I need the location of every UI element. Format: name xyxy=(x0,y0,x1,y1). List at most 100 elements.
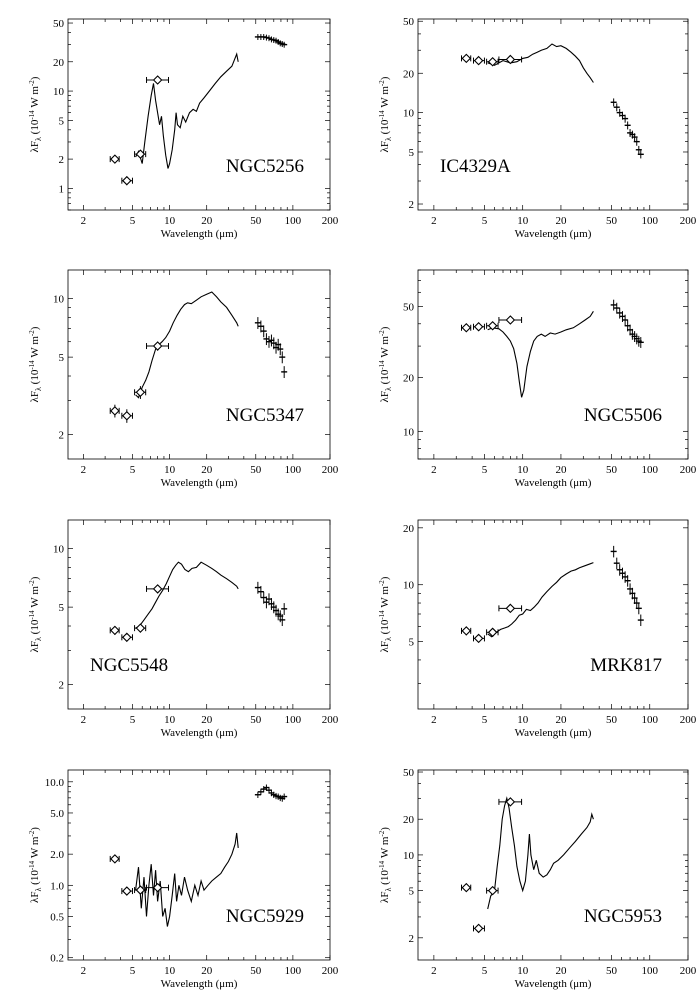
photometry-point xyxy=(122,175,132,186)
y-tick-label: 50 xyxy=(403,301,415,313)
y-tick-label: 10.0 xyxy=(45,777,65,789)
y-tick-label: 20 xyxy=(53,57,65,69)
x-tick-label: 200 xyxy=(680,714,697,726)
plot-frame xyxy=(417,769,689,961)
x-axis-title: Wavelength (μm) xyxy=(515,228,592,240)
x-tick-label: 5 xyxy=(130,464,136,476)
irs-spectrum-line xyxy=(487,311,594,398)
x-tick-label: 5 xyxy=(482,215,488,227)
x-tick-label: 100 xyxy=(642,464,659,476)
x-tick-label: 200 xyxy=(680,464,697,476)
x-tick-label: 2 xyxy=(431,215,437,227)
x-tick-label: 200 xyxy=(322,965,339,977)
y-tick-label: 1 xyxy=(59,183,65,195)
photometry-point xyxy=(505,54,516,65)
photometry-point xyxy=(110,854,120,864)
irs-spectrum-line xyxy=(135,561,239,629)
photometry-point xyxy=(505,315,516,325)
y-tick-label: 10 xyxy=(403,426,415,438)
y-tick-label: 2 xyxy=(409,933,415,945)
x-tick-label: 100 xyxy=(642,965,659,977)
x-tick-label: 20 xyxy=(555,464,567,476)
plot-frame xyxy=(417,519,689,710)
photometry-point xyxy=(461,53,472,64)
plot-frame xyxy=(67,18,331,211)
photometry-point xyxy=(135,885,146,895)
photometry-point xyxy=(473,321,484,332)
y-tick-label: 20 xyxy=(403,814,415,826)
x-tick-label: 5 xyxy=(482,714,488,726)
photometry-point xyxy=(505,797,516,807)
x-tick-label: 100 xyxy=(642,714,659,726)
irs-spectrum-line xyxy=(135,291,239,399)
y-tick-label: 0.2 xyxy=(50,953,64,965)
x-axis-title: Wavelength (μm) xyxy=(161,978,238,990)
x-tick-label: 100 xyxy=(285,464,302,476)
panel-ngc5506: 2 5 10 20 50 100 200 10 20 50 Wavelength (μm) λFλ (… xyxy=(378,269,697,489)
galaxy-name-label: NGC5256 xyxy=(226,156,304,177)
photometry-point xyxy=(110,625,120,636)
x-tick-label: 100 xyxy=(285,714,302,726)
photometry-point xyxy=(461,882,472,893)
y-tick-label: 5.0 xyxy=(50,808,64,820)
y-tick-label: 5 xyxy=(409,147,415,159)
x-tick-label: 10 xyxy=(164,714,176,726)
irs-spectrum-line xyxy=(487,796,594,910)
x-tick-label: 20 xyxy=(201,714,213,726)
y-tick-label: 50 xyxy=(53,18,65,30)
x-tick-label: 20 xyxy=(201,464,213,476)
x-tick-label: 50 xyxy=(250,965,262,977)
galaxy-name-label: NGC5347 xyxy=(226,405,304,426)
x-tick-label: 10 xyxy=(517,714,529,726)
y-tick-label: 10 xyxy=(403,108,415,120)
photometry-point xyxy=(152,882,163,893)
irs-spectrum-line xyxy=(487,43,594,83)
y-axis-title: λFλ (10-14 W m-2) xyxy=(378,576,393,652)
panel-ngc5929: 2 5 10 20 50 100 200 0.2 0.5 1.0 2.0 5.0 10.0 Wavelen… xyxy=(28,769,339,990)
x-tick-label: 10 xyxy=(517,215,529,227)
irs-spectrum-line xyxy=(135,832,239,927)
x-tick-label: 2 xyxy=(431,464,437,476)
y-axis-title: λFλ (10-14 W m-2) xyxy=(378,326,393,402)
x-tick-label: 20 xyxy=(555,965,567,977)
x-tick-label: 5 xyxy=(482,464,488,476)
plot-frame xyxy=(417,269,689,460)
y-tick-label: 20 xyxy=(403,373,415,385)
y-axis-title: λFλ (10-14 W m-2) xyxy=(378,76,393,152)
x-axis-title: Wavelength (μm) xyxy=(515,978,592,990)
plot-frame xyxy=(67,269,331,460)
photometry-point xyxy=(110,406,120,416)
y-axis-title: λFλ (10-14 W m-2) xyxy=(28,576,43,652)
x-tick-label: 100 xyxy=(285,215,302,227)
x-tick-label: 5 xyxy=(130,714,136,726)
photometry-point xyxy=(487,885,498,896)
y-tick-label: 2 xyxy=(59,680,65,692)
panel-ngc5256: 2 5 10 20 50 100 200 1 2 5 10 20 50 Wavelength (μm) λF… xyxy=(28,18,339,240)
x-tick-label: 10 xyxy=(517,965,529,977)
y-tick-label: 10 xyxy=(53,86,65,98)
x-tick-label: 200 xyxy=(322,215,339,227)
x-tick-label: 50 xyxy=(250,464,262,476)
photometry-point xyxy=(487,627,498,638)
photometry-point xyxy=(135,387,146,398)
x-tick-label: 5 xyxy=(482,965,488,977)
y-tick-label: 10 xyxy=(403,850,415,862)
photometry-point xyxy=(505,603,516,614)
y-tick-label: 10 xyxy=(53,293,65,305)
x-tick-label: 10 xyxy=(164,464,176,476)
y-tick-label: 5 xyxy=(409,886,415,898)
y-tick-label: 2 xyxy=(59,154,65,166)
x-tick-label: 50 xyxy=(250,215,262,227)
x-tick-label: 200 xyxy=(680,215,697,227)
plot-frame xyxy=(67,519,331,710)
y-tick-label: 2 xyxy=(409,199,415,211)
x-tick-label: 50 xyxy=(250,714,262,726)
galaxy-name-label: NGC5953 xyxy=(584,906,662,927)
y-tick-label: 2.0 xyxy=(50,849,64,861)
y-tick-label: 5 xyxy=(409,637,415,649)
galaxy-name-label: IC4329A xyxy=(440,156,511,177)
